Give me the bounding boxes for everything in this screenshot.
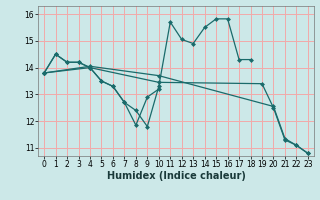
- X-axis label: Humidex (Indice chaleur): Humidex (Indice chaleur): [107, 171, 245, 181]
